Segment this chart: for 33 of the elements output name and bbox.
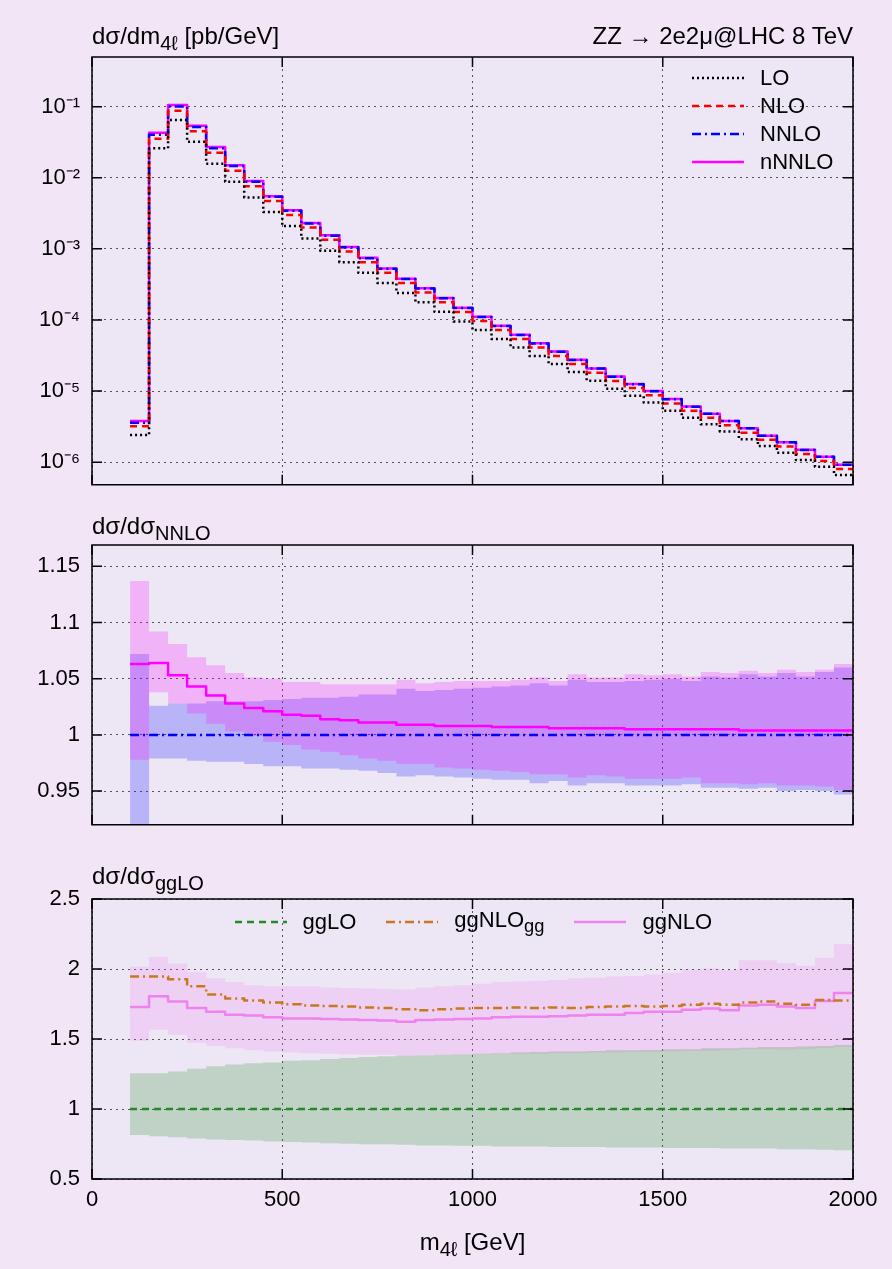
y-tick-label: 10⁻¹ <box>41 92 80 118</box>
legend-label: ggNLO <box>642 909 713 936</box>
y-tick-label: 10⁻⁴ <box>39 306 80 332</box>
chart-title: ZZ → 2e2μ@LHC 8 TeV <box>592 22 853 50</box>
y-tick-label: 0.5 <box>49 1165 80 1191</box>
legend-label: ggLO <box>302 909 357 936</box>
y-tick-label: 1.1 <box>49 608 80 634</box>
x-tick-label: 0 <box>85 1186 99 1212</box>
x-tick-label: 1000 <box>448 1186 497 1212</box>
legend-label: ggNLO$_{gg}$ <box>454 907 545 938</box>
y-tick-label: 2 <box>67 955 80 981</box>
y-tick-label: 0.95 <box>37 777 80 803</box>
y-axis-title: dσ/dσ$_{ggLO}$ <box>92 862 204 896</box>
y-tick-label: 1.5 <box>49 1025 80 1051</box>
legend-label: NLO <box>760 93 806 119</box>
legend-label: NNLO <box>760 121 822 147</box>
y-tick-label: 10⁻³ <box>41 234 80 260</box>
y-axis-title: dσ/dσ$_{NNLO}$ <box>92 512 211 546</box>
legend-label: nNNLO <box>760 149 834 175</box>
x-axis-title: m$_{4ℓ}$ [GeV] <box>418 1228 527 1262</box>
y-tick-label: 10⁻⁶ <box>39 448 80 474</box>
y-tick-label: 1.15 <box>37 552 80 578</box>
y-tick-label: 1.05 <box>37 664 80 690</box>
x-tick-label: 1500 <box>638 1186 688 1212</box>
y-tick-label: 2.5 <box>49 885 80 911</box>
x-tick-label: 2000 <box>828 1186 878 1212</box>
y-tick-label: 10⁻⁵ <box>39 377 80 403</box>
y-tick-label: 10⁻² <box>41 163 80 189</box>
y-tick-label: 1 <box>67 720 80 746</box>
x-tick-label: 500 <box>263 1186 301 1212</box>
legend-label: LO <box>760 65 790 91</box>
y-axis-title: dσ/dm$_{4ℓ}$ [pb/GeV] <box>92 22 280 56</box>
y-tick-label: 1 <box>67 1095 80 1121</box>
